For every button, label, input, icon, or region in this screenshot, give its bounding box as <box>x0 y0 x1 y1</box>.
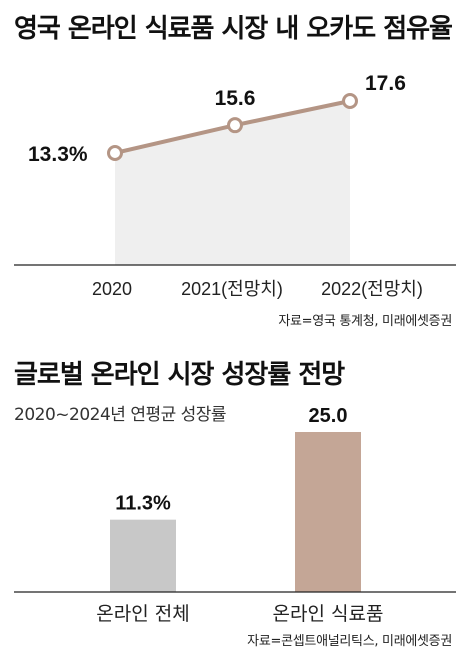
data-point-1 <box>227 117 243 134</box>
bar-value-label-0: 11.3% <box>115 493 171 515</box>
bar-category-label-1: 온라인 식료품 <box>273 603 384 625</box>
bar-0 <box>110 519 176 592</box>
x-tick-label-2: 2022(전망치) <box>321 279 423 299</box>
chart2-title: 글로벌 온라인 시장 성장률 전망 <box>14 360 345 390</box>
bar-1 <box>295 432 361 592</box>
value-label-2: 17.6 <box>365 72 406 95</box>
x-tick-label-0: 2020 <box>92 279 132 299</box>
chart2-source: 자료=콘셉트애널리틱스, 미래에셋증권 <box>247 634 452 649</box>
share-line-chart: 13.3% 15.6 17.6 2020 2021(전망치) 2022(전망치) <box>14 72 456 299</box>
bar-value-label-1: 25.0 <box>309 405 348 427</box>
x-tick-label-1: 2021(전망치) <box>181 279 283 299</box>
data-point-2 <box>342 93 358 109</box>
chart1-source: 자료=영국 통계청, 미래에셋증권 <box>278 314 452 329</box>
chart2-subtitle: 2020~2024년 연평균 성장률 <box>14 405 227 425</box>
data-point-0 <box>107 145 123 161</box>
value-label-1: 15.6 <box>215 87 256 110</box>
chart1-title: 영국 온라인 식료품 시장 내 오카도 점유율 <box>14 14 453 44</box>
bar-category-label-0: 온라인 전체 <box>96 603 189 625</box>
area-fill <box>115 101 350 265</box>
value-label-0: 13.3% <box>28 143 88 166</box>
